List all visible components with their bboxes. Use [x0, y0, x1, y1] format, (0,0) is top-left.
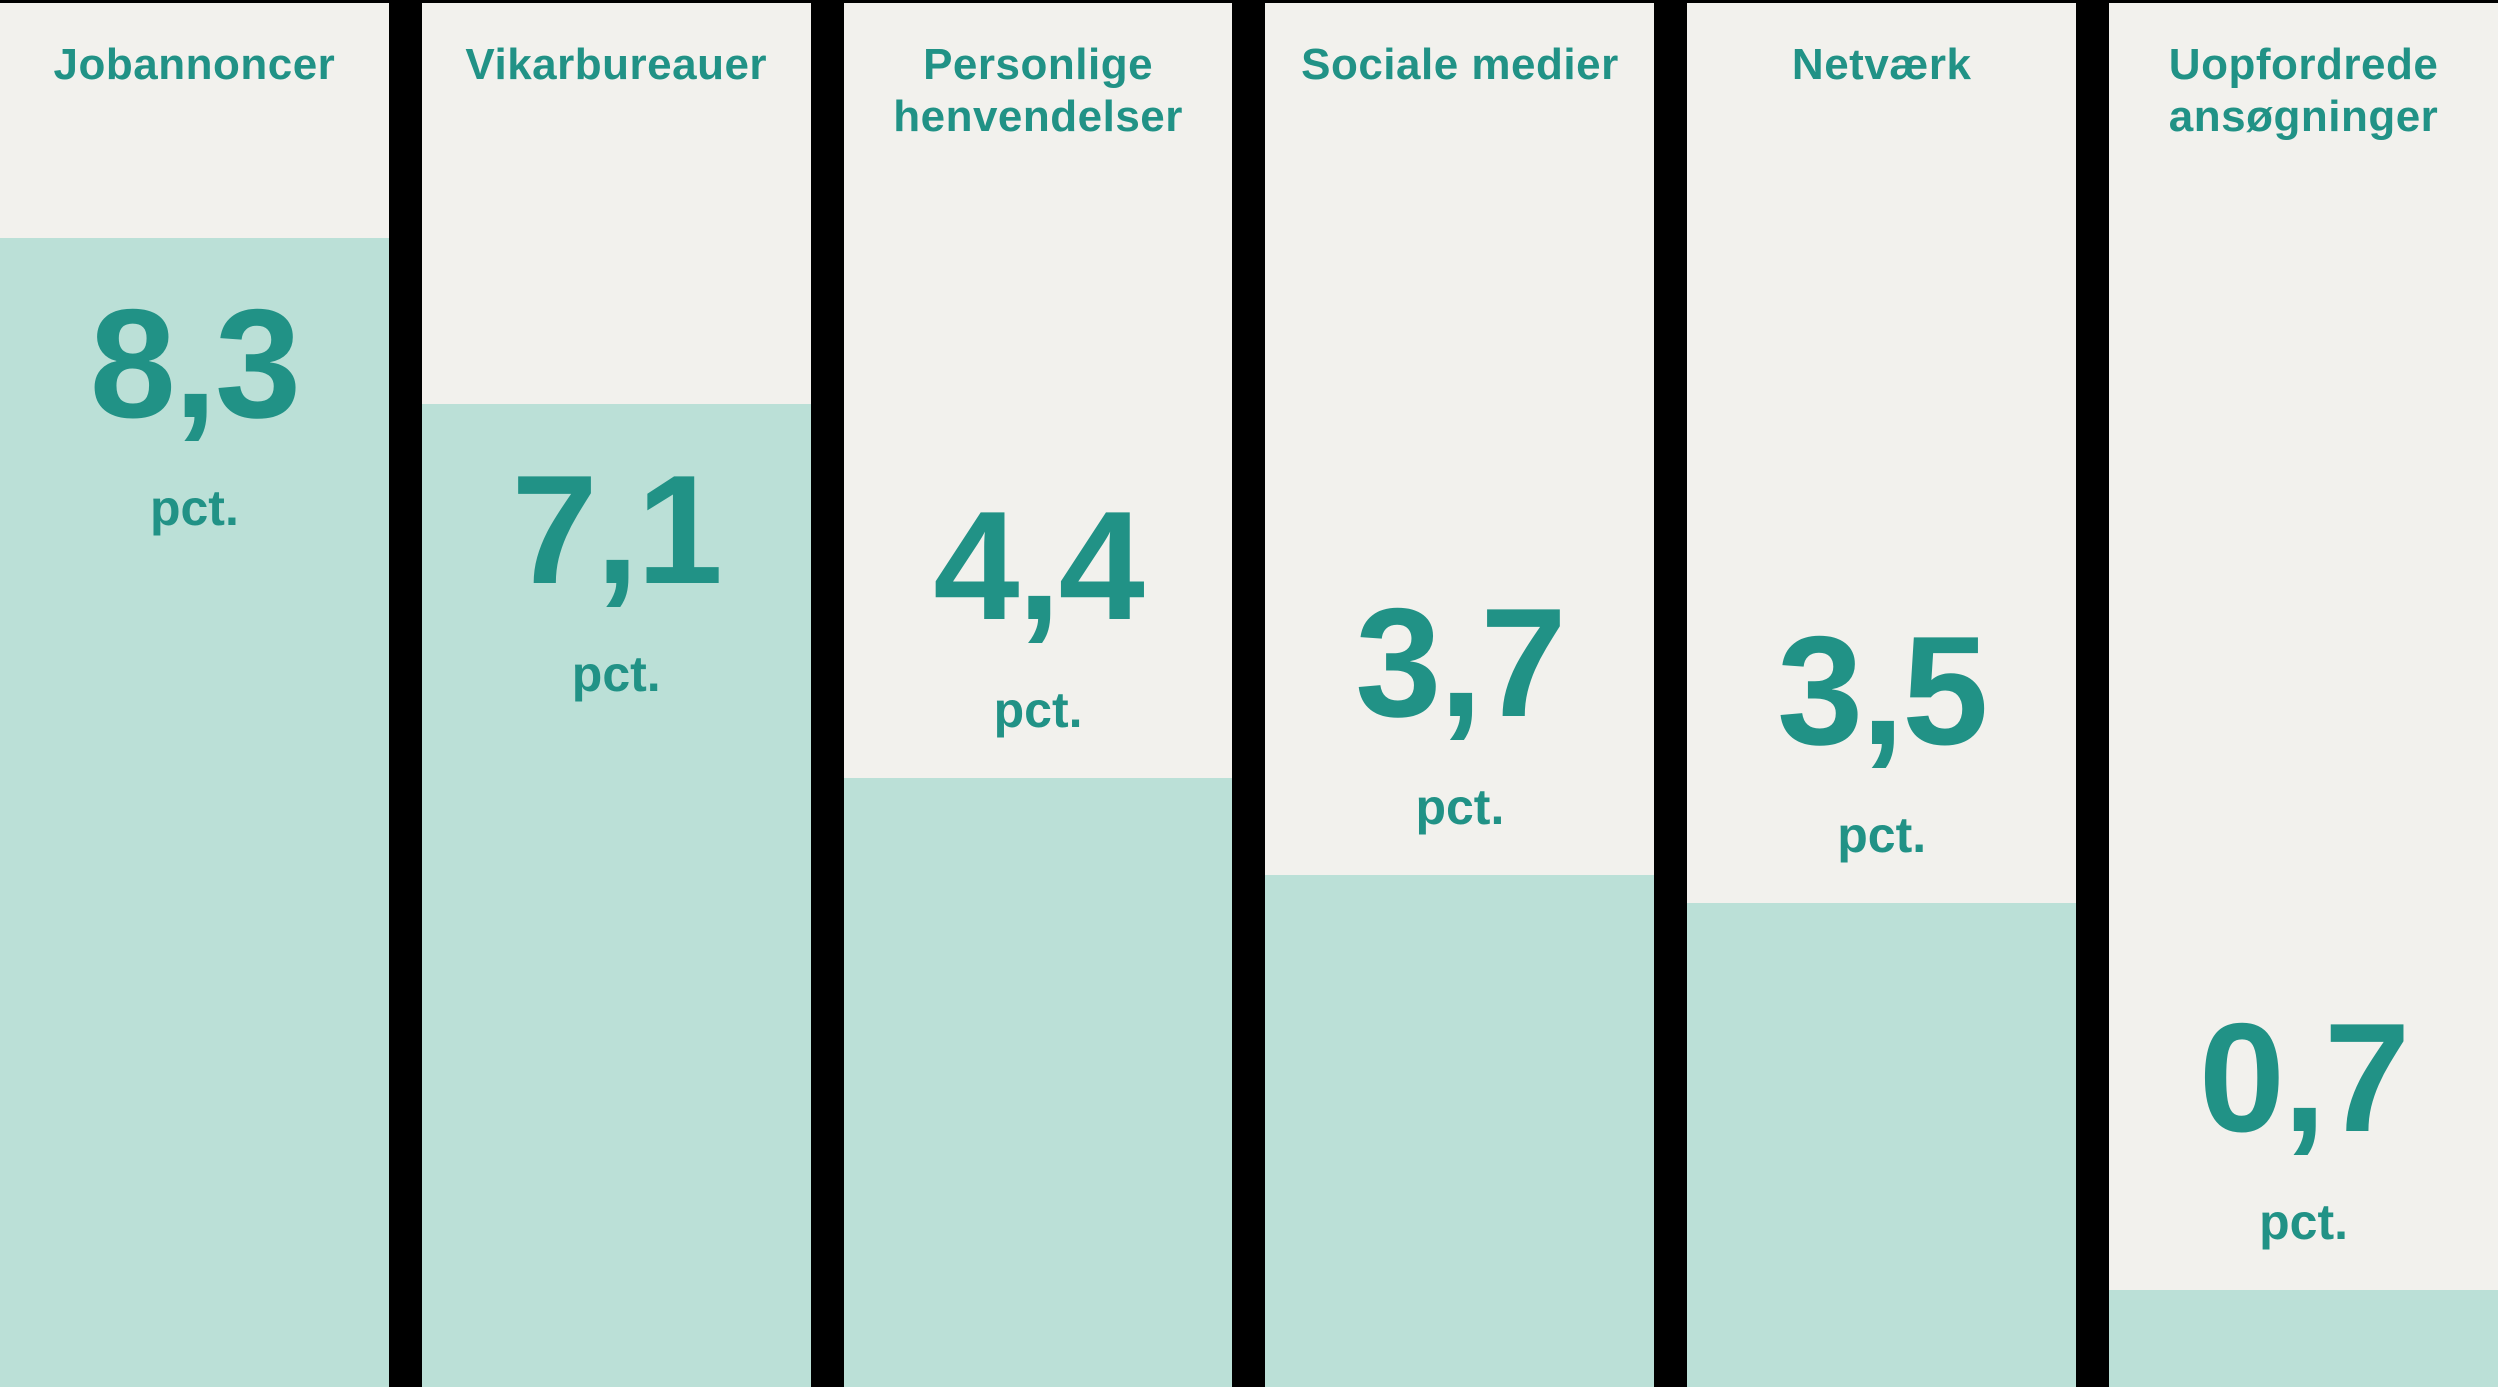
bar-fill — [0, 238, 389, 1387]
value-label: 0,7 — [2198, 991, 2410, 1165]
column-panel-4: Sociale medier 3,7 pct. — [1265, 3, 1655, 1387]
column-header: Personlige henvendelser — [893, 40, 1183, 141]
bar-fill — [2109, 1290, 2498, 1387]
bar-fill — [1265, 874, 1655, 1387]
value-label: 8,3 — [89, 277, 301, 451]
column-panel-5: Netværk 3,5 pct. — [1687, 3, 2077, 1387]
value-block: 8,3 pct. — [0, 286, 389, 533]
value-label: 7,1 — [511, 443, 723, 617]
pct-label: pct. — [571, 646, 661, 703]
column-panel-6: Uopfordrede ansøgninger 0,7 pct. — [2109, 3, 2498, 1387]
column-header: Vikarbureauer — [465, 40, 768, 89]
column-header: Netværk — [1791, 40, 1972, 89]
pct-label: pct. — [2259, 1194, 2348, 1251]
pct-label: pct. — [149, 480, 239, 537]
column-header: Uopfordrede ansøgninger — [2168, 40, 2439, 141]
bar-fill — [1687, 902, 2077, 1387]
value-block: 0,7 pct. — [2109, 1000, 2498, 1247]
value-block: 7,1 pct. — [422, 452, 811, 699]
value-block: 3,5 pct. — [1687, 613, 2076, 860]
pct-label: pct. — [1837, 806, 1927, 863]
value-block: 3,7 pct. — [1265, 585, 1654, 832]
bar-fill — [843, 778, 1233, 1387]
value-label: 3,5 — [1776, 603, 1988, 777]
column-header: Jobannoncer — [53, 40, 336, 89]
pct-label: pct. — [1415, 778, 1505, 835]
column-panel-3: Personlige henvendelser 4,4 pct. — [843, 3, 1233, 1387]
column-header: Sociale medier — [1301, 40, 1619, 89]
value-label: 3,7 — [1355, 575, 1566, 749]
pct-label: pct. — [993, 682, 1083, 739]
column-panel-1: Jobannoncer 8,3 pct. — [0, 3, 389, 1387]
value-label: 4,4 — [933, 479, 1144, 653]
value-block: 4,4 pct. — [844, 488, 1233, 735]
column-panel-2: Vikarbureauer 7,1 pct. — [421, 3, 811, 1387]
bar-fill — [421, 404, 811, 1387]
